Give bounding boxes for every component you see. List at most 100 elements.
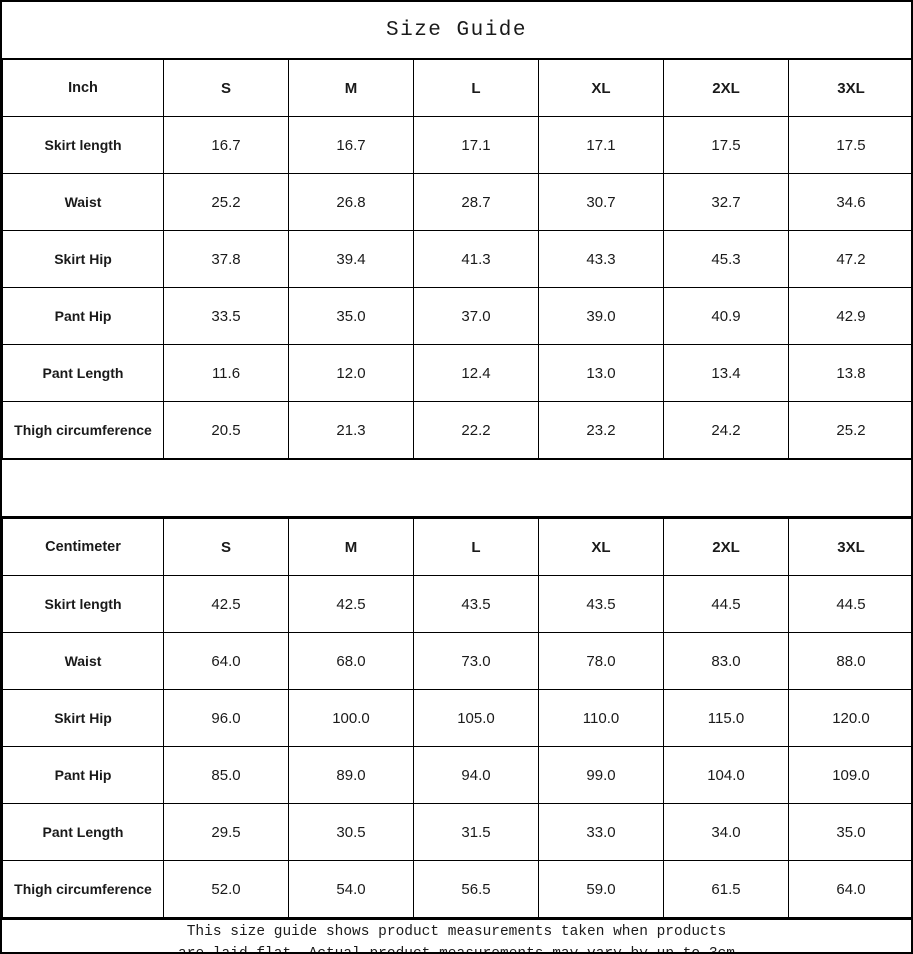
size-header-l: L [413, 518, 539, 576]
value-cell: 109.0 [788, 746, 911, 804]
row-label: Skirt Hip [2, 689, 164, 747]
value-cell: 64.0 [163, 632, 289, 690]
value-cell: 85.0 [163, 746, 289, 804]
inch-measurements-table: Inch S M L XL 2XL 3XL Skirt length 16.7 … [2, 60, 911, 459]
value-cell: 13.4 [663, 344, 789, 402]
value-cell: 39.0 [538, 287, 664, 345]
value-cell: 12.4 [413, 344, 539, 402]
size-header-m: M [288, 60, 414, 117]
value-cell: 88.0 [788, 632, 911, 690]
value-cell: 33.5 [163, 287, 289, 345]
table-row: Pant Hip 33.5 35.0 37.0 39.0 40.9 42.9 [2, 287, 911, 345]
value-cell: 83.0 [663, 632, 789, 690]
row-label: Thigh circumference [2, 860, 164, 918]
value-cell: 41.3 [413, 230, 539, 288]
centimeter-table-wrapper: Centimeter S M L XL 2XL 3XL Skirt length… [2, 518, 911, 918]
row-label: Pant Hip [2, 287, 164, 345]
value-cell: 13.0 [538, 344, 664, 402]
row-label: Thigh circumference [2, 401, 164, 459]
row-label: Waist [2, 173, 164, 231]
value-cell: 110.0 [538, 689, 664, 747]
value-cell: 16.7 [163, 116, 289, 174]
row-label: Pant Length [2, 344, 164, 402]
value-cell: 68.0 [288, 632, 414, 690]
value-cell: 11.6 [163, 344, 289, 402]
value-cell: 32.7 [663, 173, 789, 231]
disclaimer-text: This size guide shows product measuremen… [178, 924, 735, 954]
value-cell: 17.5 [788, 116, 911, 174]
size-header-s: S [163, 518, 289, 576]
size-header-2xl: 2XL [663, 60, 789, 117]
table-row: Waist 64.0 68.0 73.0 78.0 83.0 88.0 [2, 632, 911, 690]
value-cell: 28.7 [413, 173, 539, 231]
value-cell: 43.5 [538, 575, 664, 633]
value-cell: 43.3 [538, 230, 664, 288]
unit-header-inch: Inch [2, 60, 164, 117]
value-cell: 78.0 [538, 632, 664, 690]
size-header-s: S [163, 60, 289, 117]
value-cell: 100.0 [288, 689, 414, 747]
value-cell: 17.5 [663, 116, 789, 174]
value-cell: 56.5 [413, 860, 539, 918]
table-separator-band [2, 459, 911, 518]
value-cell: 23.2 [538, 401, 664, 459]
value-cell: 13.8 [788, 344, 911, 402]
value-cell: 35.0 [788, 803, 911, 861]
value-cell: 44.5 [663, 575, 789, 633]
value-cell: 44.5 [788, 575, 911, 633]
table-row: Pant Length 29.5 30.5 31.5 33.0 34.0 35.… [2, 803, 911, 861]
value-cell: 94.0 [413, 746, 539, 804]
value-cell: 104.0 [663, 746, 789, 804]
value-cell: 35.0 [288, 287, 414, 345]
row-label: Skirt Hip [2, 230, 164, 288]
value-cell: 61.5 [663, 860, 789, 918]
row-label: Pant Length [2, 803, 164, 861]
table-row: Thigh circumference 52.0 54.0 56.5 59.0 … [2, 860, 911, 918]
value-cell: 45.3 [663, 230, 789, 288]
value-cell: 115.0 [663, 689, 789, 747]
table-header-row: Centimeter S M L XL 2XL 3XL [2, 518, 911, 576]
table-row: Pant Length 11.6 12.0 12.4 13.0 13.4 13.… [2, 344, 911, 402]
value-cell: 21.3 [288, 401, 414, 459]
size-header-xl: XL [538, 60, 664, 117]
value-cell: 20.5 [163, 401, 289, 459]
value-cell: 12.0 [288, 344, 414, 402]
row-label: Pant Hip [2, 746, 164, 804]
value-cell: 99.0 [538, 746, 664, 804]
value-cell: 43.5 [413, 575, 539, 633]
table-row: Pant Hip 85.0 89.0 94.0 99.0 104.0 109.0 [2, 746, 911, 804]
row-label: Skirt length [2, 575, 164, 633]
table-row: Skirt Hip 96.0 100.0 105.0 110.0 115.0 1… [2, 689, 911, 747]
page-title: Size Guide [385, 18, 528, 42]
value-cell: 26.8 [288, 173, 414, 231]
value-cell: 37.8 [163, 230, 289, 288]
row-label: Skirt length [2, 116, 164, 174]
value-cell: 24.2 [663, 401, 789, 459]
size-header-3xl: 3XL [788, 60, 911, 117]
value-cell: 16.7 [288, 116, 414, 174]
value-cell: 17.1 [413, 116, 539, 174]
value-cell: 17.1 [538, 116, 664, 174]
table-row: Skirt length 42.5 42.5 43.5 43.5 44.5 44… [2, 575, 911, 633]
value-cell: 29.5 [163, 803, 289, 861]
value-cell: 96.0 [163, 689, 289, 747]
value-cell: 42.9 [788, 287, 911, 345]
value-cell: 33.0 [538, 803, 664, 861]
centimeter-measurements-table: Centimeter S M L XL 2XL 3XL Skirt length… [2, 518, 911, 918]
value-cell: 105.0 [413, 689, 539, 747]
size-header-3xl: 3XL [788, 518, 911, 576]
value-cell: 34.0 [663, 803, 789, 861]
value-cell: 40.9 [663, 287, 789, 345]
size-guide-title-row: Size Guide [2, 2, 911, 60]
value-cell: 73.0 [413, 632, 539, 690]
table-row: Thigh circumference 20.5 21.3 22.2 23.2 … [2, 401, 911, 459]
table-row: Waist 25.2 26.8 28.7 30.7 32.7 34.6 [2, 173, 911, 231]
value-cell: 47.2 [788, 230, 911, 288]
value-cell: 54.0 [288, 860, 414, 918]
value-cell: 22.2 [413, 401, 539, 459]
table-row: Skirt Hip 37.8 39.4 41.3 43.3 45.3 47.2 [2, 230, 911, 288]
table-row: Skirt length 16.7 16.7 17.1 17.1 17.5 17… [2, 116, 911, 174]
row-label: Waist [2, 632, 164, 690]
value-cell: 42.5 [163, 575, 289, 633]
